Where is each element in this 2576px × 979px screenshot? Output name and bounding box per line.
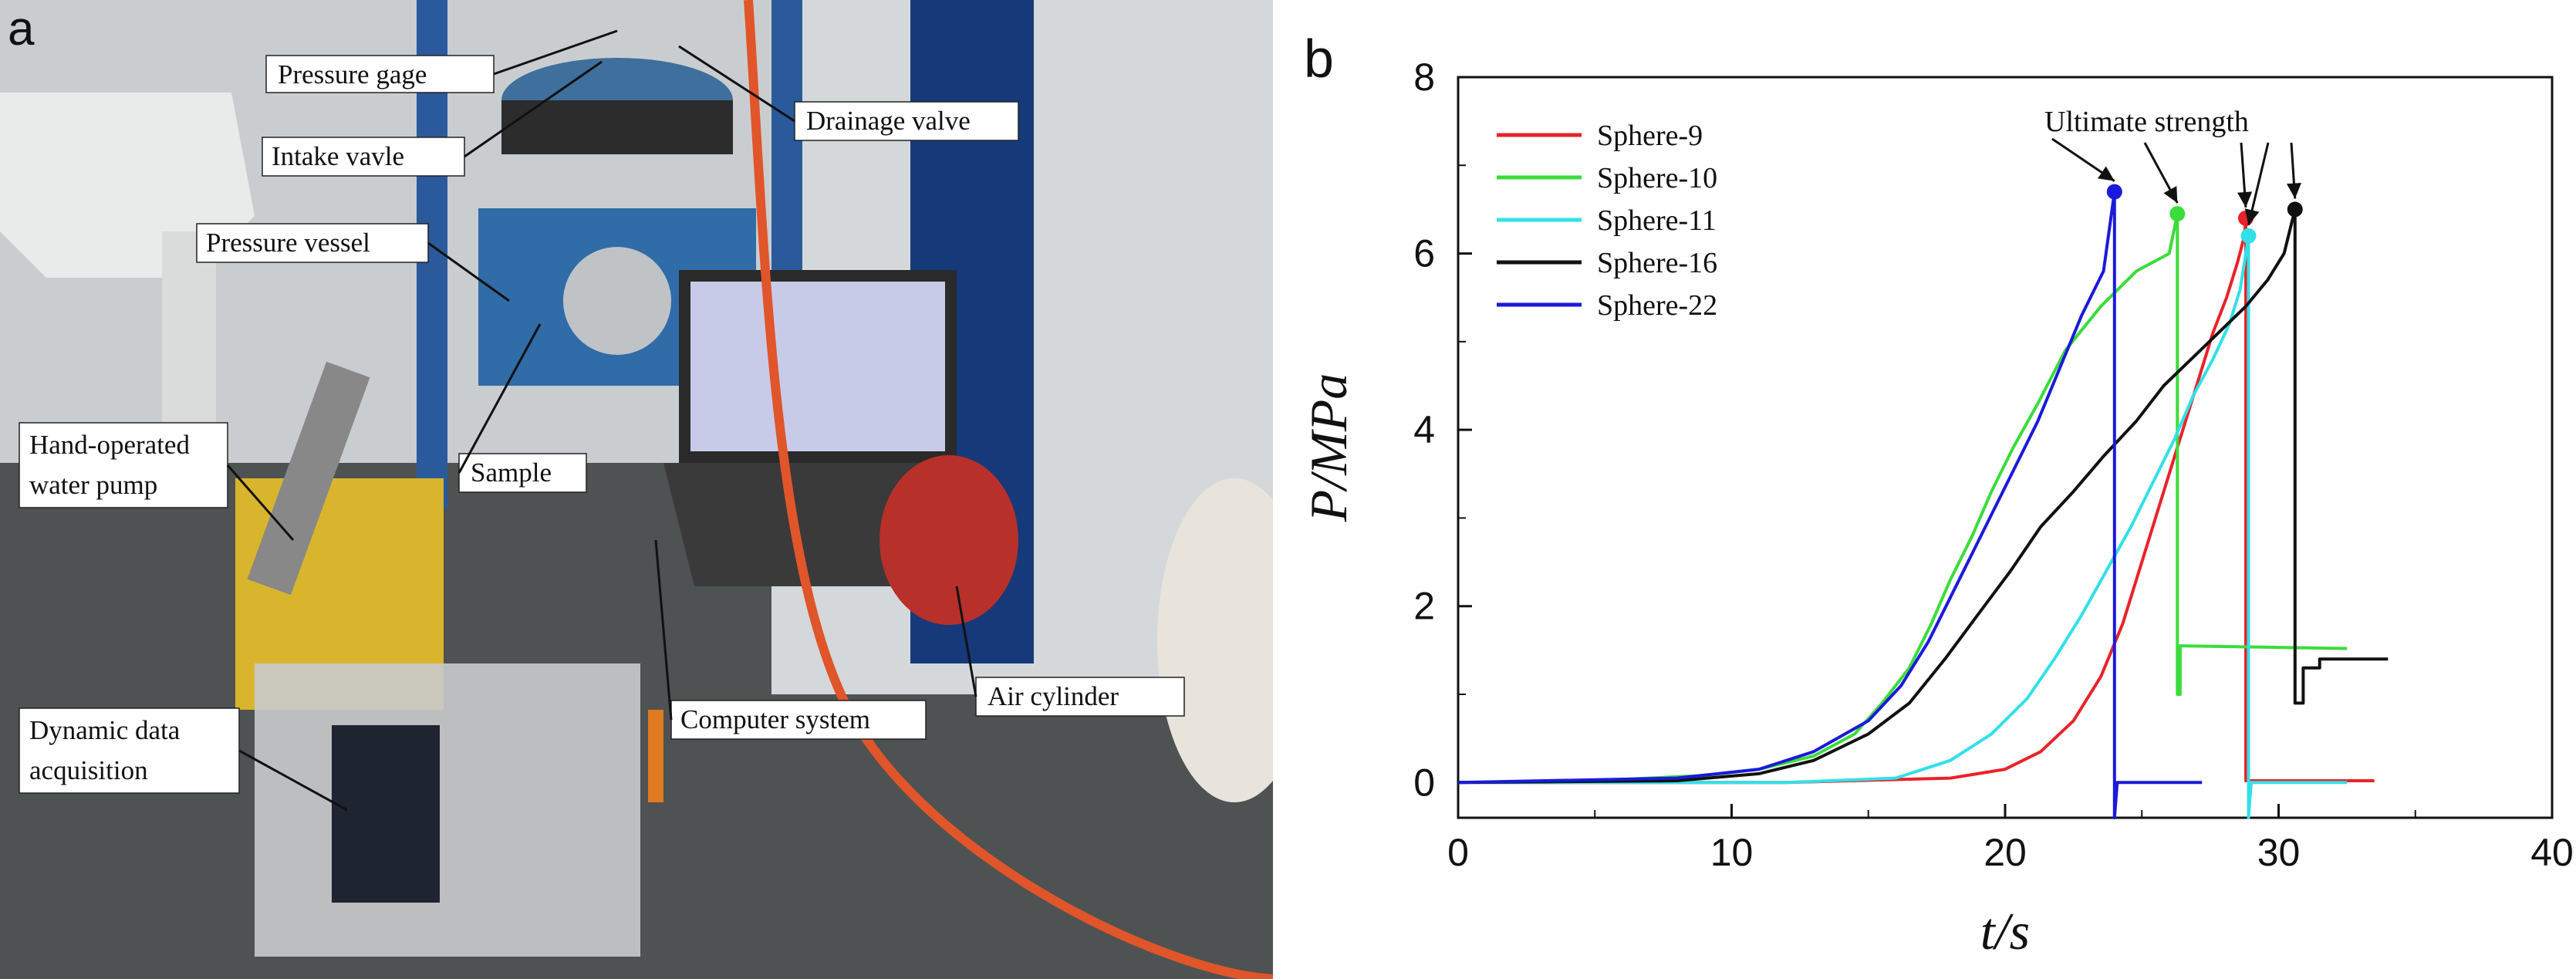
series-line-sphere-22 [1457, 190, 2203, 819]
svg-text:Intake vavle: Intake vavle [272, 141, 404, 171]
label-sample: Sample [458, 453, 587, 493]
laptop-screen [690, 282, 945, 451]
acquisition-device [332, 725, 440, 903]
legend-label-sphere-16: Sphere-16 [1597, 247, 1717, 279]
leader-lines [226, 29, 977, 812]
vessel-seal-shape [501, 100, 733, 154]
label-pressure-vessel: Pressure vessel [196, 223, 429, 263]
label-drainage-valve: Drainage valve [794, 101, 1019, 141]
svg-text:Pressure gage: Pressure gage [278, 59, 427, 89]
series-line-sphere-11 [1458, 234, 2348, 819]
svg-text:Sample: Sample [471, 457, 552, 488]
svg-text:Computer system: Computer system [680, 704, 870, 734]
legend-label-sphere-10: Sphere-10 [1597, 162, 1717, 194]
annotation-arrowhead-sphere-9 [2237, 191, 2253, 208]
label-data-acquisition: Dynamic data acquisition [19, 707, 240, 794]
svg-text:acquisition: acquisition [29, 755, 148, 785]
white-cylinder-shape [1157, 478, 1273, 802]
svg-text:Air cylinder: Air cylinder [988, 681, 1119, 711]
peak-marker-sphere-22 [2106, 184, 2122, 200]
y-tick-label: 8 [1413, 56, 1435, 99]
annotation-arrowhead-sphere-10 [2163, 186, 2178, 204]
annotation-ultimate-strength: Ultimate strength [2044, 106, 2249, 138]
annotation-arrowhead-sphere-16 [2286, 183, 2302, 199]
series-line-sphere-9 [1458, 216, 2375, 785]
legend-label-sphere-9: Sphere-9 [1597, 120, 1703, 152]
sample-sphere-shape [563, 247, 671, 355]
annotation-arrows [2051, 137, 2302, 226]
svg-text:Drainage valve: Drainage valve [806, 106, 971, 136]
legend-label-sphere-11: Sphere-11 [1597, 204, 1717, 237]
y-axis-title: P/MPa [1299, 373, 1358, 523]
label-air-cylinder: Air cylinder [975, 677, 1185, 717]
svg-text:Pressure vessel: Pressure vessel [206, 228, 370, 258]
x-tick-label: 10 [1710, 831, 1754, 874]
label-intake-valve: Intake vavle [262, 137, 465, 177]
svg-text:Dynamic data: Dynamic data [29, 715, 181, 745]
legend-label-sphere-22: Sphere-22 [1597, 289, 1717, 322]
label-hand-pump: Hand-operated water pump [19, 422, 228, 508]
y-tick-label: 4 [1413, 408, 1435, 451]
pump-handle-shape [247, 361, 370, 596]
legend: Sphere-9 Sphere-10 Sphere-11 Sphere-16 Spher… [1497, 120, 1717, 322]
x-axis-title: t/s [1980, 902, 2030, 960]
series-layer [1457, 184, 2389, 819]
label-pressure-gage: Pressure gage [265, 55, 495, 93]
computer-stand-shape [648, 710, 663, 802]
annotation-arrowhead-sphere-22 [2098, 166, 2115, 181]
orange-hose [744, 0, 1273, 979]
experimental-setup-photo: Pressure gage Intake vavle Drainage valv… [0, 0, 1273, 979]
x-tick-label: 20 [1983, 831, 2027, 874]
svg-text:water pump: water pump [29, 470, 157, 500]
series-line-sphere-10 [1457, 212, 2348, 785]
svg-text:Hand-operated: Hand-operated [29, 430, 190, 460]
panel-letter-b: b [1304, 29, 1334, 89]
peak-marker-sphere-16 [2287, 201, 2303, 218]
y-tick-label: 2 [1413, 585, 1435, 628]
series-line-sphere-16 [1457, 208, 2389, 785]
x-tick-label: 40 [2530, 831, 2574, 874]
peak-marker-sphere-11 [2240, 228, 2257, 244]
axis-ticks: 0 10 20 30 40 0 2 4 6 8 [1413, 56, 2574, 874]
panel-letter-a: a [8, 2, 35, 56]
annotation-arrowhead-sphere-11 [2244, 208, 2260, 225]
y-tick-label: 6 [1413, 232, 1435, 275]
peak-marker-sphere-10 [2169, 206, 2186, 222]
x-tick-label: 0 [1447, 831, 1469, 874]
red-tank-shape [879, 455, 1018, 625]
acquisition-box-shape [255, 663, 640, 957]
y-tick-label: 0 [1413, 761, 1435, 804]
label-computer-system: Computer system [670, 700, 927, 740]
x-tick-label: 30 [2257, 831, 2301, 874]
